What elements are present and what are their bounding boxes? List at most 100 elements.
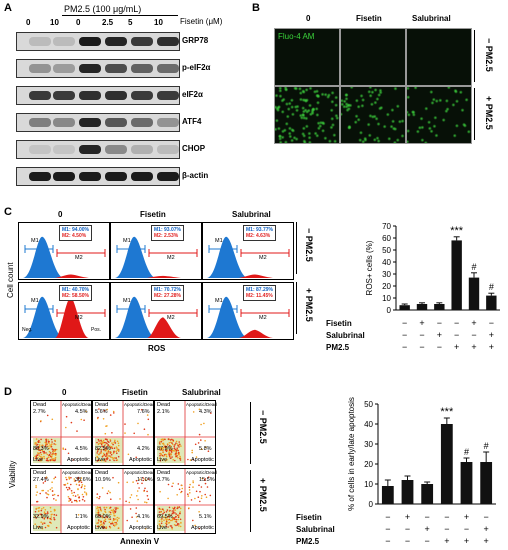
m1-stat: M1: 87.29% (246, 287, 273, 293)
quad-live-label: Live (157, 457, 168, 463)
y-axis-label: ROS+ cells (%) (365, 240, 374, 295)
blot-band (29, 64, 51, 73)
fluo-image (406, 28, 472, 86)
treatment-label: PM2.5 (296, 537, 320, 546)
quad-apop-value: 1.1% (75, 514, 88, 520)
ros-histogram: M1 M2 M1: 87.29% M2: 11.45% (202, 282, 294, 340)
significance-mark: # (471, 262, 476, 272)
blot-band (157, 145, 179, 154)
b-row-plus-pm: + PM2.5 (484, 96, 494, 130)
dose-label: 2.5 (102, 18, 114, 27)
d-col-0: 0 (62, 388, 67, 397)
band-label: β-actin (182, 171, 209, 180)
quad-dead-label: Dead (157, 402, 171, 408)
blot-band (105, 172, 127, 181)
dose-label: 0 (26, 18, 31, 27)
ros-histogram: M1 M2 M1: 93.07% M2: 2.53% (110, 222, 202, 280)
treatment-symbol: + (419, 318, 424, 328)
blot-band (105, 145, 127, 154)
quad-apopdead-label: Apoptotic/Dead (186, 402, 217, 407)
fluo-image (340, 86, 406, 144)
treatment-symbol: − (385, 536, 390, 546)
treatment-symbol: − (444, 512, 449, 522)
c-y-label: Cell count (6, 262, 15, 298)
quad-apopdead-value: 15.5% (199, 477, 215, 483)
gate-m2-label: M2 (259, 255, 267, 261)
bar (421, 484, 434, 504)
blot-band (79, 64, 101, 73)
blot-strip (16, 32, 180, 51)
treatment-symbol: − (405, 536, 410, 546)
quad-live-label: Live (157, 525, 168, 531)
y-tick-label: 70 (382, 222, 391, 231)
blot-strip (16, 59, 180, 78)
treatment-symbol: − (405, 524, 410, 534)
treatment-symbol: − (425, 512, 430, 522)
treatment-symbol: + (454, 342, 459, 352)
blot-band (53, 37, 75, 46)
bar (451, 240, 462, 310)
blot-band (53, 64, 75, 73)
annexin-dotplot: Dead 5.6% Apoptotic/Dead 7.6% 82.5% Live… (92, 400, 155, 466)
quad-apop-label: Apoptotic (67, 525, 90, 531)
gate-m1-label: M1 (31, 238, 39, 244)
gate-m2-label: M2 (167, 255, 175, 261)
treatment-symbol: − (437, 318, 442, 328)
treatment-symbol: + (437, 330, 442, 340)
blot-band (79, 118, 101, 127)
ros-histogram: M1 M2 M1: 40.70% M2: 58.50% Neg. Pos. (18, 282, 110, 340)
significance-mark: # (464, 447, 469, 457)
treatment-symbol: + (471, 342, 476, 352)
treatment-symbol: − (454, 318, 459, 328)
quad-dead-label: Dead (33, 402, 47, 408)
significance-mark: # (489, 282, 494, 292)
blot-band (79, 37, 101, 46)
blot-band (53, 145, 75, 154)
treatment-symbol: + (444, 536, 449, 546)
m2-stat: M2: 4.50% (62, 233, 87, 239)
m2-stat: M2: 27.28% (154, 293, 181, 299)
quad-apop-value: 5.1% (199, 514, 212, 520)
quad-apop-label: Apoptotic (191, 457, 214, 463)
blot-band (131, 37, 153, 46)
quad-apopdead-label: Apoptotic/Dead (62, 402, 93, 407)
quad-dead-value: 9.7% (157, 477, 170, 483)
blot-band (79, 91, 101, 100)
quad-dead-label: Dead (95, 402, 109, 408)
b-col-salubrinal: Salubrinal (412, 14, 451, 23)
quad-apopdead-label: Apoptotic/Dead (186, 470, 217, 475)
blot-band (157, 118, 179, 127)
panel-c-label: C (4, 206, 12, 218)
quad-live-value: 68.0% (95, 514, 111, 520)
blot-band (79, 145, 101, 154)
quad-live-value: 88.3% (33, 446, 49, 452)
y-tick-label: 0 (369, 500, 374, 509)
quad-apopdead-value: 17.0% (137, 477, 153, 483)
treatment-symbol: − (402, 318, 407, 328)
quad-dead-label: Dead (95, 470, 109, 476)
treatment-symbol: − (464, 524, 469, 534)
treatment-symbol: + (464, 536, 469, 546)
blot-band (29, 172, 51, 181)
d-row-bracket (250, 470, 251, 532)
significance-mark: # (484, 441, 489, 451)
y-tick-label: 40 (382, 258, 391, 267)
bar (416, 304, 428, 310)
y-tick-label: 10 (382, 294, 391, 303)
m2-stat: M2: 4.63% (246, 233, 271, 239)
blot-band (105, 64, 127, 73)
y-tick-label: 10 (364, 480, 373, 489)
fluo-image: Fluo-4 AM (274, 28, 340, 86)
blot-band (29, 37, 51, 46)
quad-apopdead-value: 4.3% (199, 409, 212, 415)
quad-apop-value: 4.1% (137, 514, 150, 520)
b-row-bracket (474, 30, 475, 82)
y-tick-label: 30 (382, 270, 391, 279)
panel-b-label: B (252, 2, 260, 14)
quad-apop-value: 5.8% (199, 446, 212, 452)
quad-live-value: 82.5% (95, 446, 111, 452)
band-label: eIF2α (182, 90, 203, 99)
dose-label: 5 (128, 18, 133, 27)
band-label: GRP78 (182, 36, 209, 45)
quad-live-value: 87.9% (157, 446, 173, 452)
